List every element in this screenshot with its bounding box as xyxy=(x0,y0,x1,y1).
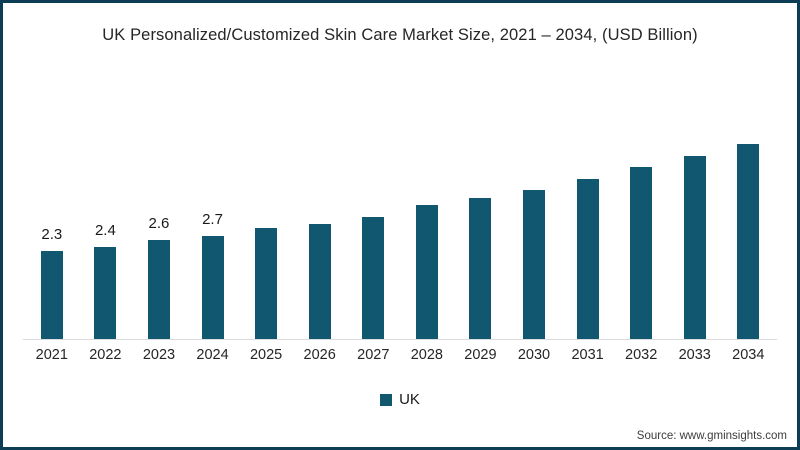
bar-column-2034 xyxy=(722,99,776,339)
bar-column-2032 xyxy=(614,99,668,339)
bar-column-2029 xyxy=(454,99,508,339)
bar-column-2022: 2.4 xyxy=(79,99,133,339)
x-tick-label-2030: 2030 xyxy=(517,347,551,363)
x-tick-label-2033: 2033 xyxy=(678,347,711,363)
bar-column-2030 xyxy=(507,99,561,339)
bar-2034 xyxy=(737,144,760,339)
bar-2026 xyxy=(308,224,331,339)
uk-series-swatch-icon xyxy=(380,393,393,406)
bar-2032 xyxy=(630,167,653,339)
chart-title: UK Personalized/Customized Skin Care Mar… xyxy=(102,26,698,44)
bar-2025 xyxy=(255,228,278,339)
x-tick-label-2021: 2021 xyxy=(35,347,68,363)
bar-column-2033 xyxy=(668,99,722,339)
bar-2029 xyxy=(469,197,492,339)
x-tick-label-2034: 2034 xyxy=(732,347,765,363)
bar-column-2028 xyxy=(400,99,454,339)
bar-2028 xyxy=(415,205,438,339)
bar-column-2023: 2.6 xyxy=(132,99,186,339)
bar-column-2024: 2.7 xyxy=(186,99,240,339)
legend: UK xyxy=(3,391,797,408)
x-tick-label-2023: 2023 xyxy=(142,347,176,363)
bar-column-2031 xyxy=(561,99,615,339)
x-tick-label-2027: 2027 xyxy=(357,347,390,363)
source-note: Source: www.gminsights.com xyxy=(636,430,787,442)
x-tick-label-2022: 2022 xyxy=(89,347,122,363)
x-tick-label-2032: 2032 xyxy=(625,347,658,363)
bar-value-label-2024: 2.7 xyxy=(202,210,223,228)
x-axis-labels: 2021 2022 2023 2024 2025 2026 2027 2028 2029 2030… xyxy=(25,347,775,363)
bar-column-2026 xyxy=(293,99,347,339)
x-tick-label-2025: 2025 xyxy=(249,347,283,363)
x-tick-label-2031: 2031 xyxy=(571,347,604,363)
bar-column-2025 xyxy=(239,99,293,339)
x-tick-label-2029: 2029 xyxy=(464,347,497,363)
legend-label-uk: UK xyxy=(399,391,420,408)
bar-2027 xyxy=(362,216,385,339)
bar-column-2021: 2.3 xyxy=(25,99,79,339)
bar-column-2027 xyxy=(346,99,400,339)
bar-2021 xyxy=(40,251,63,339)
x-tick-label-2026: 2026 xyxy=(303,347,336,363)
x-axis-line xyxy=(23,339,777,340)
bar-2022 xyxy=(94,247,117,339)
x-tick-label-2028: 2028 xyxy=(410,347,443,363)
bar-2023 xyxy=(147,239,170,339)
bar-value-label-2022: 2.4 xyxy=(94,222,116,240)
bar-value-label-2021: 2.3 xyxy=(41,226,63,244)
bar-2033 xyxy=(683,155,706,339)
bar-2031 xyxy=(576,178,599,339)
x-tick-label-2024: 2024 xyxy=(196,347,229,363)
bar-value-label-2023: 2.6 xyxy=(148,214,170,232)
bar-plot-area: 2.3 2.4 2.6 2.7 xyxy=(25,99,775,339)
bar-2030 xyxy=(522,190,545,339)
bar-2024 xyxy=(201,235,224,339)
